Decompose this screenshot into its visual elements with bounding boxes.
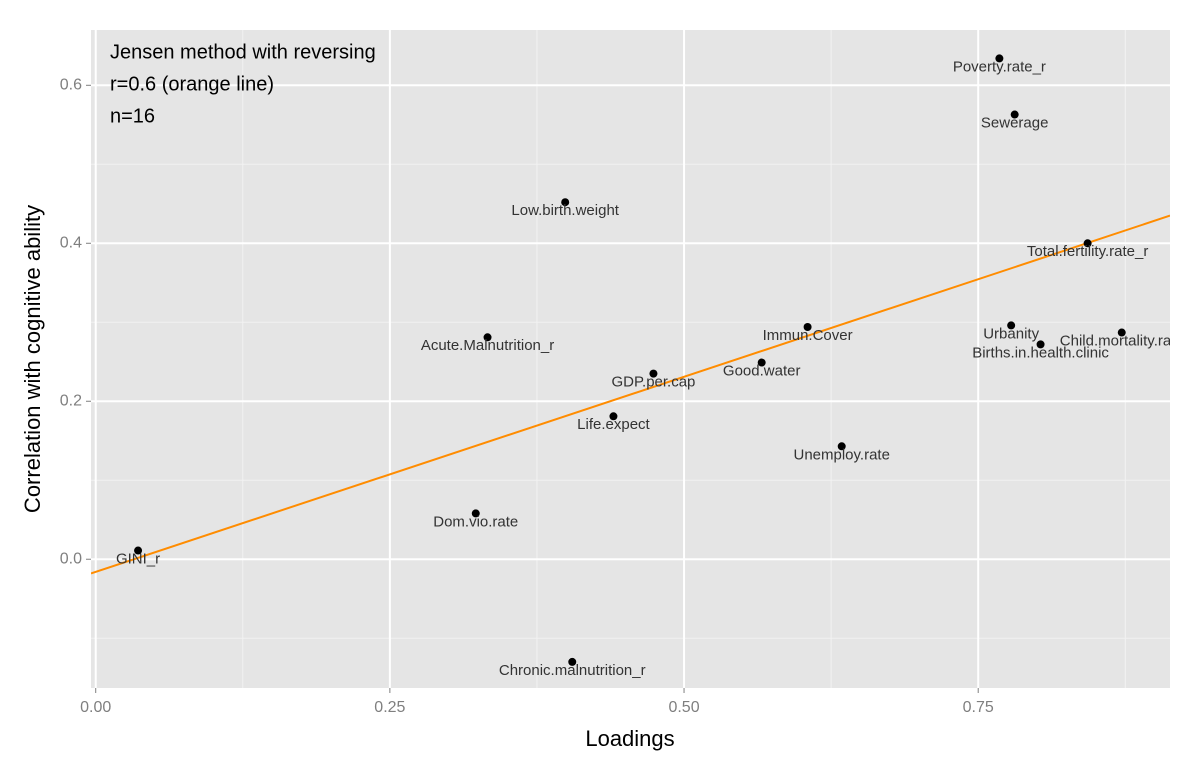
point: [995, 54, 1004, 63]
point-label: Good.water: [723, 363, 801, 380]
point-label: GINI_r: [116, 551, 160, 568]
point-label: Low.birth.weight: [511, 202, 619, 219]
y-tick-label: 0.6: [60, 77, 82, 94]
point: [134, 546, 143, 555]
y-axis-title: Correlation with cognitive ability: [20, 205, 45, 513]
point-label: Child.mortality.rate: [1060, 333, 1184, 350]
point: [609, 412, 618, 421]
annotation: r=0.6 (orange line): [110, 73, 274, 95]
point-label: Total.fertility.rate_r: [1027, 243, 1148, 260]
plot-panel: [91, 30, 1170, 688]
point-label: Life.expect: [577, 416, 650, 433]
point-label: GDP.per.cap: [611, 374, 695, 391]
point: [1083, 239, 1092, 248]
grid: [91, 30, 1170, 688]
y-tick-label: 0.4: [60, 234, 82, 251]
point-label: Births.in.health.clinic: [972, 344, 1109, 361]
point: [1010, 110, 1019, 119]
point: [1007, 321, 1016, 330]
point-label: Sewerage: [981, 114, 1049, 131]
point: [837, 442, 846, 451]
annotation: n=16: [110, 105, 155, 127]
x-tick-label: 0.25: [374, 699, 405, 716]
point-label: Poverty.rate_r: [953, 58, 1046, 75]
point-label: Urbanity: [983, 325, 1039, 342]
point: [1117, 328, 1126, 337]
y-tick-label: 0.2: [60, 392, 82, 409]
point: [561, 198, 570, 207]
y-tick-label: 0.0: [60, 550, 82, 567]
x-axis-title: Loadings: [585, 726, 674, 751]
x-tick-label: 0.75: [963, 699, 994, 716]
point: [1036, 340, 1045, 349]
annotation: Jensen method with reversing: [110, 41, 376, 63]
point-label: Unemploy.rate: [793, 446, 889, 463]
point-label: Chronic.malnutrition_r: [499, 662, 646, 679]
fit-line: [91, 214, 1170, 575]
point: [568, 657, 577, 666]
point: [471, 509, 480, 518]
point-label: Dom.vio.rate: [433, 513, 518, 530]
x-tick-label: 0.50: [668, 699, 699, 716]
point: [803, 323, 812, 332]
point: [483, 333, 492, 342]
point-label: Acute.Malnutrition_r: [421, 337, 554, 354]
point-label: Immun.Cover: [763, 327, 853, 344]
marks: Poverty.rate_r Sewerage Low.birth.weight To…: [91, 54, 1184, 679]
point: [757, 358, 766, 367]
x-tick-label: 0.00: [80, 699, 111, 716]
point: [649, 369, 658, 378]
